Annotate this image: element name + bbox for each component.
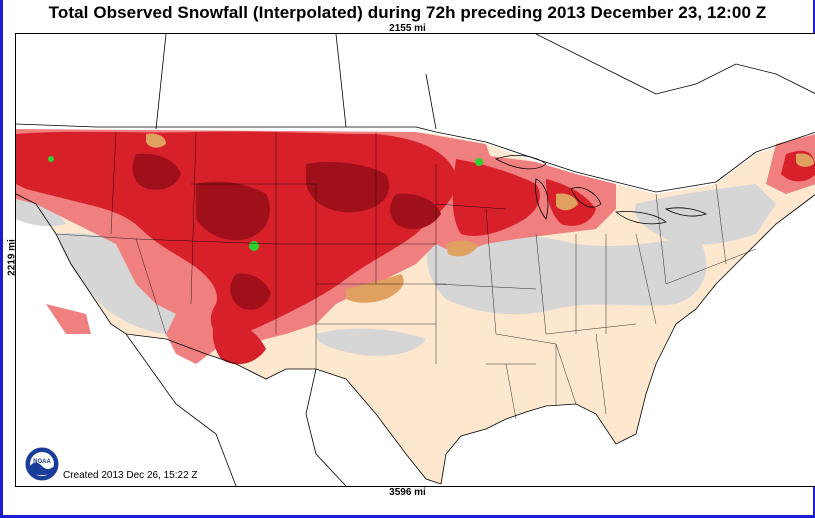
state-borders <box>55 131 757 420</box>
noaa-logo: NOAA <box>24 446 60 487</box>
scale-top-label: 2155 mi <box>389 23 426 34</box>
very-heavy-snow-areas <box>146 133 814 303</box>
noaa-logo-text: NOAA <box>33 459 51 465</box>
snowfall-map[interactable] <box>15 33 815 487</box>
corner-blank <box>763 499 813 515</box>
noaa-emblem-icon: NOAA <box>24 446 60 482</box>
created-timestamp: Created 2013 Dec 26, 15:22 Z <box>63 470 198 481</box>
coastlines-and-borders <box>16 34 815 486</box>
map-title: Total Observed Snowfall (Interpolated) d… <box>48 3 767 22</box>
frame-bottom-border <box>0 515 815 518</box>
map-canvas <box>16 34 815 486</box>
frame-left-border <box>0 0 3 518</box>
heavy-snow-areas <box>132 153 441 310</box>
scale-bottom-label: 3596 mi <box>389 487 426 498</box>
